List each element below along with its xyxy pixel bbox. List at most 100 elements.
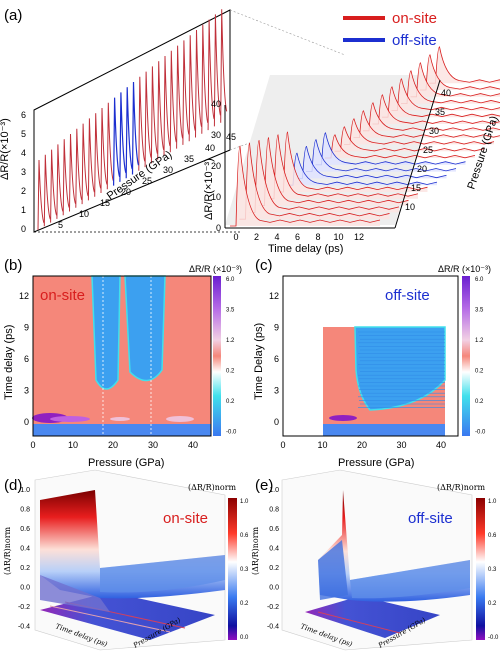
tick-label: 6.0 [475,277,484,283]
panel-d: (d) on-site (ΔR/R)norm 1.00.80.60.40.20.… [3,470,249,650]
panel-c-colorbar [462,276,470,436]
tick-label: 3.5 [475,308,484,314]
tick-label: 0.2 [488,601,497,607]
tick-label: 6.0 [226,277,235,283]
tick-label: 6 [295,232,300,242]
tick-label: 0.2 [269,565,279,572]
panel-c-xlabel: Pressure (GPa) [338,457,414,469]
tick-label: 3 [24,386,29,396]
tick-label: 0.2 [226,369,235,375]
heatmap-b: on-site [32,276,211,436]
tick-label: 10 [317,440,327,450]
tick-label: -0.4 [18,624,30,631]
panel-b-label: (b) [4,257,22,274]
tick-label: 3.5 [226,308,235,314]
tick-label: 3 [21,167,26,177]
tick-label: 12 [19,291,29,301]
panel-d-cbar-title: (ΔR/R)norm [188,483,237,492]
panel-e-cbar-title: (ΔR/R)norm [437,483,486,492]
tick-label: 25 [423,145,433,155]
tick-label: 40 [188,440,198,450]
tick-label: 0.0 [240,635,249,641]
panel-e-zticks: 1.00.80.60.40.20.0-0.2-0.4 [267,487,279,631]
tick-label: 30 [211,130,221,140]
pressure-axis-label: Pressure (GPa) [105,149,174,203]
tick-label: -0.2 [267,604,279,611]
tick-label: 0.3 [240,567,249,573]
panel-c-cbar-title: ΔR/R (×10⁻³) [438,264,491,274]
tick-label: 30 [163,165,173,175]
tick-label: 10 [333,232,343,242]
tick-label: 30 [429,126,439,136]
tick-label: 35 [184,154,194,164]
tick-label: 9 [24,323,29,333]
tick-label: 6 [21,110,26,120]
tick-label: -0.0 [488,635,499,641]
waterfall-fill [430,47,500,83]
panel-c-tag: off-site [385,287,430,304]
tick-label: 0.2 [475,369,484,375]
tick-label: 3 [274,386,279,396]
tick-label: 10 [79,209,89,219]
tick-label: 0.6 [488,533,497,539]
panel-e-colorbar [476,498,485,640]
panel-b-ylabel: Time delay (ps) [3,325,15,400]
tick-label: 0 [30,440,35,450]
tick-label: -0.0 [475,430,486,436]
panel-b-cbar-ticks: 6.03.51.20.20.2-0.0 [226,277,237,436]
tick-label: 1 [21,205,26,215]
tick-label: 0 [274,417,279,427]
heatmap-c: off-site [283,276,458,436]
panel-a-label: (a) [4,7,22,24]
panel-b-cbar-title: ΔR/R (×10⁻³) [189,264,242,274]
tick-label: 0.3 [488,567,497,573]
panel-d-tag: on-site [163,510,208,527]
tick-label: 0.2 [226,399,235,405]
left-axis-label: ΔR/R(×10⁻³) [0,118,11,180]
panel-e-zlabel: (ΔR/R)norm [251,526,260,575]
tick-label: 45 [226,132,236,142]
tick-label: 0.6 [240,533,249,539]
tick-label: 20 [357,440,367,450]
tick-label: 20 [108,440,118,450]
tick-label: 1.2 [226,338,235,344]
tick-label: 15 [411,183,421,193]
tick-label: 0 [216,223,221,233]
tick-label: 12 [354,232,364,242]
panel-c-cbar-ticks: 6.0 3.5 1.2 0.2 0.2 -0.0 [475,277,486,436]
tick-label: 0.2 [240,601,249,607]
tick-label: 40 [211,99,221,109]
panel-a: (a) on-site off-site ΔR/R(×10⁻³) 0123456… [0,7,500,255]
tick-label: 0 [233,232,238,242]
panel-e-tag: off-site [408,510,453,527]
tick-label: 0.2 [475,399,484,405]
tick-label: 0.0 [20,585,30,592]
panel-d-colorbar [228,498,237,640]
tick-label: 6 [274,354,279,364]
tick-label: 10 [68,440,78,450]
tick-label: 1.2 [475,338,484,344]
panel-c-label: (c) [255,257,273,274]
tick-label: 0 [24,417,29,427]
tick-label: 0 [280,440,285,450]
right-axis-label: ΔR/R(×10⁻³) [203,158,215,220]
tick-label: 4 [21,148,26,158]
tick-label: -0.4 [267,624,279,631]
tick-label: 1.0 [20,487,30,494]
panel-b-colorbar [213,276,221,436]
tick-label: 0.2 [20,565,30,572]
tick-label: 0 [21,224,26,234]
tick-label: 8 [315,232,320,242]
tick-label: 0.8 [20,507,30,514]
tick-label: 4 [274,232,279,242]
tick-label: 0.6 [269,526,279,533]
tick-label: 40 [441,88,451,98]
tick-label: 35 [435,107,445,117]
left-projection-traces [38,9,227,230]
tick-label: 0.4 [269,546,279,553]
tick-label: 1.0 [269,487,279,494]
panel-b-tag: on-site [40,287,85,304]
side-axis-label: Pressure (GPa) [465,115,500,191]
